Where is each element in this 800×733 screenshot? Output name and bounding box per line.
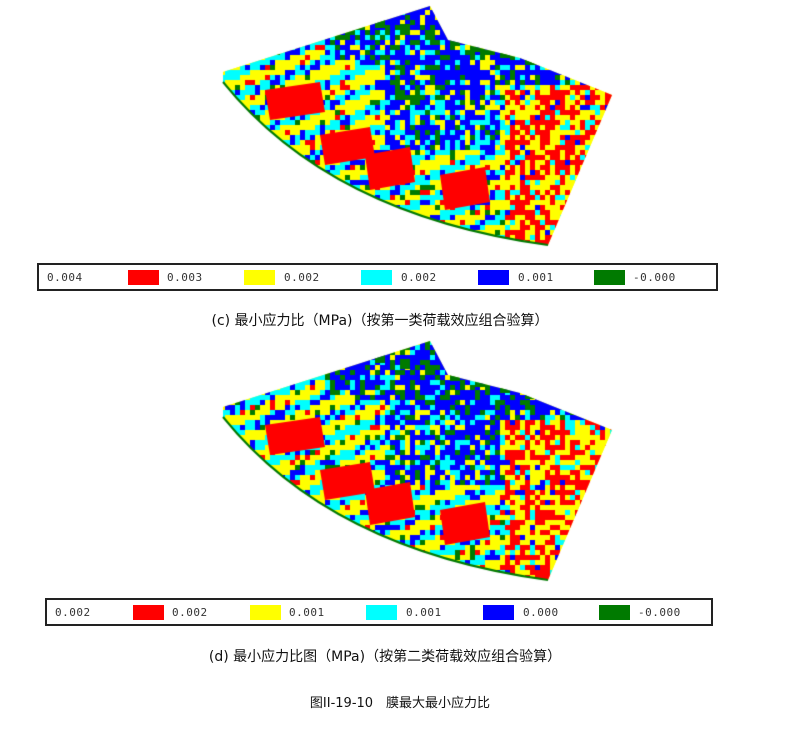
legend-label: 0.003 xyxy=(167,271,203,284)
legend-label: -0.000 xyxy=(633,271,676,284)
legend-label: 0.001 xyxy=(406,606,442,619)
stress-contour-plot-d xyxy=(0,335,800,595)
legend-swatch-yellow xyxy=(250,605,281,620)
legend-label: 0.004 xyxy=(47,271,83,284)
legend-c: 0.004 0.003 0.002 0.002 0.001 -0.000 xyxy=(37,263,718,291)
legend-swatch-green xyxy=(599,605,630,620)
caption-c: (c) 最小应力比（MPa)（按第一类荷载效应组合验算） xyxy=(211,313,549,329)
legend-swatch-cyan xyxy=(361,270,392,285)
legend-swatch-blue xyxy=(483,605,514,620)
legend-label: -0.000 xyxy=(638,606,681,619)
legend-swatch-red xyxy=(133,605,164,620)
legend-swatch-cyan xyxy=(366,605,397,620)
legend-swatch-red xyxy=(128,270,159,285)
legend-label: 0.001 xyxy=(518,271,554,284)
legend-swatch-blue xyxy=(478,270,509,285)
legend-label: 0.002 xyxy=(401,271,437,284)
legend-label: 0.002 xyxy=(172,606,208,619)
legend-label: 0.001 xyxy=(289,606,325,619)
legend-swatch-yellow xyxy=(244,270,275,285)
legend-label: 0.002 xyxy=(284,271,320,284)
stress-contour-plot-c xyxy=(0,0,800,260)
legend-swatch-green xyxy=(594,270,625,285)
legend-label: 0.002 xyxy=(55,606,91,619)
legend-d: 0.002 0.002 0.001 0.001 0.000 -0.000 xyxy=(45,598,713,626)
legend-label: 0.000 xyxy=(523,606,559,619)
figure-title: 图II-19-10 膜最大最小应力比 xyxy=(309,696,491,711)
caption-d: (d) 最小应力比图（MPa)（按第二类荷载效应组合验算） xyxy=(208,649,562,665)
